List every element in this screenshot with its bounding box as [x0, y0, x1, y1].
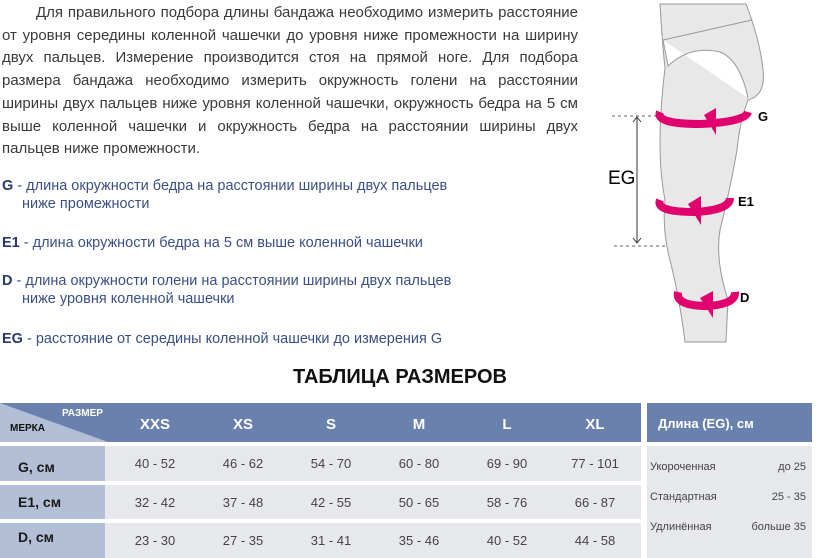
table-cell: 58 - 76 [486, 495, 528, 510]
table-cell: 69 - 90 [486, 456, 528, 471]
label-d: D [740, 290, 749, 305]
table-cell: 77 - 101 [571, 456, 619, 471]
size-table-header [0, 403, 641, 442]
size-header-l: L [502, 416, 512, 433]
table-cell: 44 - 58 [574, 533, 616, 548]
definition-e1: E1 - длина окружности бедра на 5 см выше… [2, 235, 423, 251]
table-cell: 27 - 35 [222, 533, 264, 548]
length-name: Удлинённая [650, 521, 712, 533]
size-header-s: S [325, 416, 336, 433]
table-cell: 40 - 52 [486, 533, 528, 548]
row-bg-g [0, 446, 641, 481]
length-name: Стандартная [650, 491, 717, 503]
size-header-xs: XS [232, 416, 253, 433]
corner-size-label: РАЗМЕР [62, 408, 103, 419]
row-label: D, см [0, 523, 105, 558]
table-cell: 40 - 52 [134, 456, 176, 471]
intro-paragraph: Для правильного подбора длины бандажа не… [2, 4, 578, 158]
table-cell: 37 - 48 [222, 495, 264, 510]
table-cell: 60 - 80 [398, 456, 440, 471]
table-cell: 32 - 42 [134, 495, 176, 510]
size-table-title: ТАБЛИЦА РАЗМЕРОВ [293, 366, 507, 388]
definition-d: D - длина окружности голени на расстояни… [2, 273, 452, 307]
label-e1: E1 [738, 194, 754, 209]
leg-diagram: G E1 D EG [608, 3, 768, 343]
length-row: Укороченная до 25 [650, 461, 806, 473]
g-ring [655, 109, 752, 129]
table-cell: 35 - 46 [398, 533, 440, 548]
length-row: Удлинённая больше 35 [650, 521, 806, 533]
label-eg: EG [608, 168, 635, 189]
table-cell: 31 - 41 [310, 533, 352, 548]
size-header-m: M [412, 416, 426, 433]
table-cell: 46 - 62 [222, 456, 264, 471]
corner-measure-label: МЕРКА [10, 423, 45, 434]
definition-eg: EG - расстояние от середины коленной чаш… [2, 331, 443, 347]
table-cell: 54 - 70 [310, 456, 352, 471]
length-name: Укороченная [650, 461, 716, 473]
row-label: G, см [0, 446, 105, 481]
length-table-body [647, 446, 812, 558]
size-header-xl: XL [585, 416, 605, 433]
row-bg-d [0, 523, 641, 558]
length-value: до 25 [778, 461, 806, 473]
table-cell: 66 - 87 [574, 495, 616, 510]
corner-cell [0, 403, 108, 442]
size-header-xxs: XXS [139, 416, 170, 433]
length-row: Стандартная 25 - 35 [650, 491, 806, 503]
length-value: больше 35 [751, 521, 806, 533]
measure-lines [612, 115, 666, 247]
row-bg-e1 [0, 485, 641, 519]
table-cell: 42 - 55 [310, 495, 352, 510]
table-cell: 23 - 30 [134, 533, 176, 548]
label-g: G [758, 109, 768, 124]
definition-g: G - длина окружности бедра на расстоянии… [2, 178, 448, 212]
row-label: E1, см [0, 485, 105, 519]
length-value: 25 - 35 [771, 491, 806, 503]
length-table-header: Длина (EG), см [647, 403, 812, 442]
table-cell: 50 - 65 [398, 495, 440, 510]
